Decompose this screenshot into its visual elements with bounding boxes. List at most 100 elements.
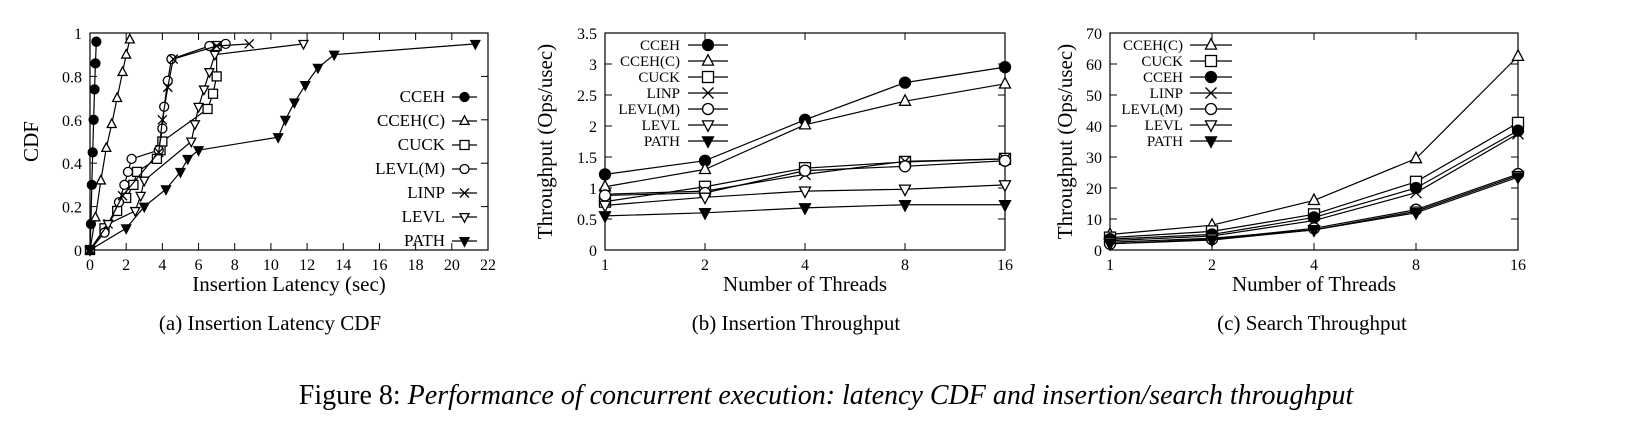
y-tick-label: 1 <box>589 181 597 198</box>
legend-label: LINP <box>407 183 445 202</box>
x-tick-label: 1 <box>1106 257 1114 274</box>
data-point <box>469 39 481 51</box>
legend-label: LINP <box>647 86 680 102</box>
x-tick-label: 4 <box>801 257 809 274</box>
series-cceh-c <box>598 76 1012 192</box>
x-tick-label: 18 <box>408 257 424 274</box>
chart-c: 0 10 20 30 40 50 60 70 1 2 4 8 16 Number of Threads Th… <box>1053 26 1526 335</box>
y-tick-label: 0.2 <box>62 200 82 217</box>
y-tick-label: 3 <box>589 57 597 74</box>
data-point <box>1511 124 1525 137</box>
legend-marker <box>458 236 471 248</box>
x-tick-label: 2 <box>701 257 709 274</box>
legend-label: LEVL(M) <box>618 102 680 118</box>
legend-marker <box>701 120 715 133</box>
legend-label: PATH <box>644 134 680 150</box>
data-point <box>106 117 118 129</box>
legend-marker <box>1205 87 1217 99</box>
y-tick-label: 2 <box>589 119 597 136</box>
x-axis-label: Insertion Latency (sec) <box>192 272 386 296</box>
data-point <box>85 218 97 230</box>
data-point <box>211 41 222 51</box>
chart-subcaption: (a) Insertion Latency CDF <box>159 311 381 335</box>
data-point <box>244 38 255 49</box>
data-point <box>998 180 1012 193</box>
data-point <box>272 133 284 144</box>
legend-marker <box>458 212 471 224</box>
y-tick-label: 60 <box>1086 57 1102 74</box>
x-tick-label: 8 <box>231 257 239 274</box>
legend-marker <box>459 163 470 175</box>
legend-marker <box>1204 102 1218 116</box>
data-point <box>299 81 311 92</box>
legend-marker <box>1204 136 1218 149</box>
legend-label: LINP <box>1150 86 1183 102</box>
legend-marker <box>458 114 471 126</box>
legend-marker <box>459 188 470 198</box>
legend-label: LEVL <box>1145 118 1183 134</box>
data-point <box>192 102 205 114</box>
legend-label: CCEH(C) <box>377 111 445 130</box>
y-tick-label: 30 <box>1086 150 1102 167</box>
data-point <box>998 154 1012 167</box>
y-tick-label: 70 <box>1086 26 1102 43</box>
legend-label: CUCK <box>398 135 446 154</box>
data-point <box>198 85 210 96</box>
data-point <box>898 184 912 197</box>
figure-caption-label: Figure 8: <box>298 380 401 411</box>
data-point <box>798 117 812 130</box>
chart-subcaption: (c) Search Throughput <box>1217 311 1407 335</box>
x-tick-label: 16 <box>371 257 387 274</box>
data-point <box>157 136 168 147</box>
legend-marker <box>701 53 715 66</box>
data-point <box>182 154 194 166</box>
data-point <box>157 114 168 125</box>
legend-label: PATH <box>404 231 445 250</box>
y-tick-label: 0.8 <box>62 69 82 86</box>
data-point <box>1511 48 1525 62</box>
series-cceh-c <box>84 32 136 255</box>
data-point <box>168 54 179 64</box>
data-point <box>1512 127 1524 140</box>
legend-label: CCEH <box>400 87 445 106</box>
data-point <box>102 219 114 231</box>
series-levl <box>84 39 310 257</box>
data-point <box>1205 235 1219 248</box>
data-point <box>1307 225 1321 238</box>
x-axis-label: Number of Threads <box>1232 272 1396 296</box>
legend-marker <box>701 70 715 84</box>
legend-marker <box>701 38 715 52</box>
figure-canvas: 00.20.40.60.810 2 4 6 8 10 12 14 16 18 20 22Inserti… <box>19 26 1526 335</box>
legend-marker <box>702 87 714 99</box>
data-point <box>998 60 1012 74</box>
data-point <box>87 147 98 158</box>
legend-marker <box>1204 70 1218 84</box>
legend-label: LEVL(M) <box>375 159 445 178</box>
legend-label: CCEH <box>640 38 680 54</box>
data-point <box>898 93 912 106</box>
y-axis-label: Throughput (Ops/usec) <box>1053 44 1077 239</box>
data-point <box>90 58 101 69</box>
y-tick-label: 50 <box>1086 88 1102 105</box>
data-point <box>998 76 1012 89</box>
data-point <box>898 76 912 89</box>
y-tick-label: 0 <box>589 243 597 260</box>
x-tick-label: 14 <box>335 257 351 274</box>
x-tick-label: 16 <box>1510 257 1526 274</box>
x-tick-label: 22 <box>480 257 496 274</box>
data-point <box>117 190 128 201</box>
data-point <box>185 137 197 149</box>
series-path <box>1103 172 1525 252</box>
data-point <box>189 120 201 131</box>
series-line <box>89 43 250 251</box>
legend-label: PATH <box>1147 134 1183 150</box>
data-point <box>288 98 301 110</box>
data-point <box>116 65 129 77</box>
x-tick-label: 10 <box>263 257 279 274</box>
data-point <box>89 84 100 95</box>
y-tick-label: 3.5 <box>577 26 597 43</box>
data-point <box>153 147 164 158</box>
data-point <box>157 123 168 134</box>
data-point <box>91 36 102 47</box>
